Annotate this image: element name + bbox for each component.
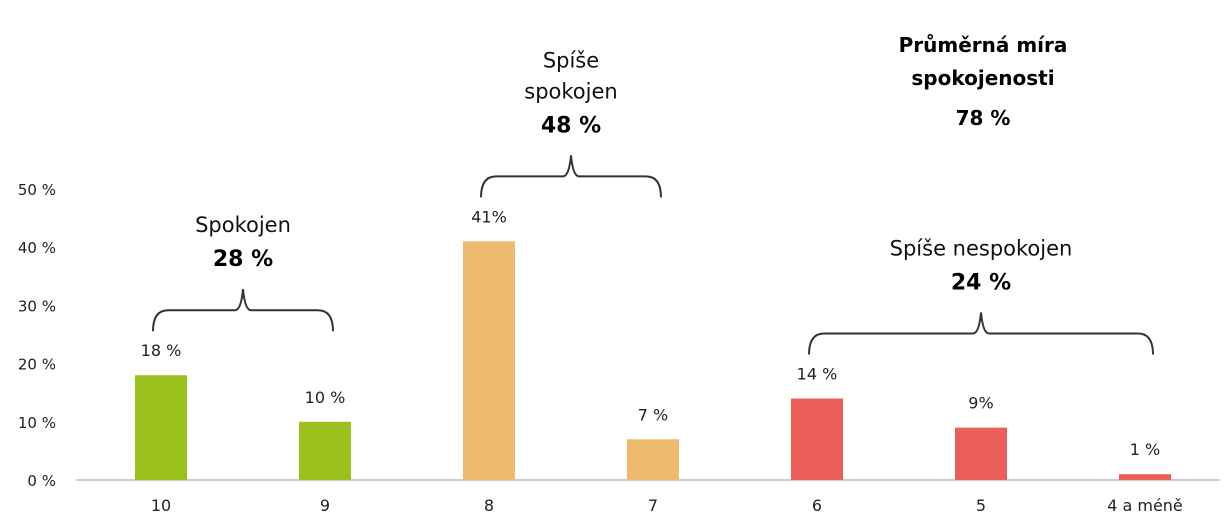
y-tick-label: 10 % [18, 414, 56, 432]
summary-value: 78 % [956, 106, 1011, 130]
x-tick-label: 6 [812, 496, 822, 515]
x-tick-label: 9 [320, 496, 330, 515]
x-tick-label: 7 [648, 496, 658, 515]
data-label: 1 % [1130, 440, 1160, 459]
y-tick-label: 50 % [18, 181, 56, 199]
group-annotations: 28 % Spokojen 48 % Spíše spokojen 24 % Spíše n… [152, 48, 1154, 355]
x-tick-label: 8 [484, 496, 494, 515]
group-brace [152, 289, 334, 332]
data-label: 9% [968, 394, 993, 413]
x-tick-label: 5 [976, 496, 986, 515]
data-labels: 18 % 10 % 41% 7 % 14 % 9% 1 % [141, 207, 1161, 459]
group-percent: 28 % [213, 247, 273, 272]
group-brace [480, 155, 662, 198]
bar [299, 421, 351, 480]
data-label: 14 % [797, 365, 838, 384]
group-name: Spíše nespokojen [890, 237, 1073, 261]
group-percent: 48 % [541, 113, 601, 138]
group-brace [808, 312, 1154, 355]
bar [463, 241, 515, 480]
group-name: spokojen [524, 79, 617, 103]
bar [955, 427, 1007, 480]
y-tick-label: 40 % [18, 239, 56, 257]
average-satisfaction: Průměrná míra spokojenosti 78 % [899, 33, 1068, 130]
y-axis: 0 % 10 % 20 % 30 % 40 % 50 % [18, 181, 56, 490]
summary-title: spokojenosti [911, 66, 1054, 90]
x-tick-label: 10 [151, 496, 171, 515]
group-name: Spíše [543, 48, 599, 72]
x-axis-labels: 10 9 8 7 6 5 4 a méně [151, 496, 1183, 515]
summary-title: Průměrná míra [899, 33, 1068, 57]
bar [627, 439, 679, 480]
group-percent: 24 % [951, 271, 1011, 296]
y-tick-label: 30 % [18, 297, 56, 315]
data-label: 10 % [305, 388, 346, 407]
y-tick-label: 0 % [27, 472, 56, 490]
data-label: 18 % [141, 341, 182, 360]
data-label: 41% [471, 207, 507, 226]
x-tick-label: 4 a méně [1107, 496, 1183, 515]
bar [791, 398, 843, 480]
bar [135, 375, 187, 480]
data-label: 7 % [638, 405, 668, 424]
bar [1119, 474, 1171, 480]
bars [135, 241, 1171, 480]
y-tick-label: 20 % [18, 356, 56, 374]
group-name: Spokojen [195, 213, 291, 237]
